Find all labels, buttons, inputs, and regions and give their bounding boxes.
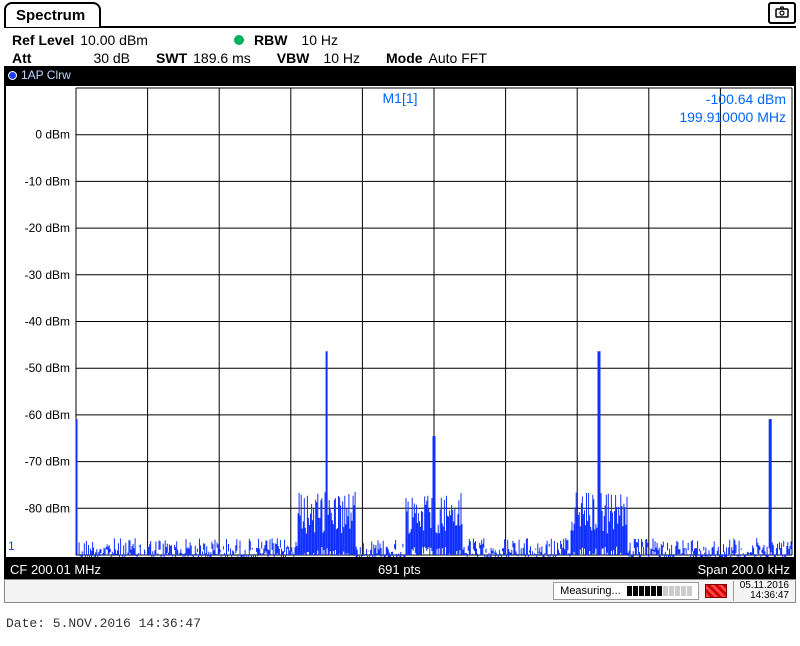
ref-level-value: 10.00 dBm — [80, 31, 148, 49]
points: 691 pts — [378, 562, 421, 577]
svg-text:-80 dBm: -80 dBm — [25, 501, 70, 515]
tab-label: Spectrum — [16, 7, 85, 24]
swt-value: 189.6 ms — [193, 49, 251, 67]
trace-color-icon — [8, 71, 17, 80]
trace-label: 1AP Clrw — [21, 68, 71, 82]
swt-label: SWT — [156, 49, 187, 67]
screenshot-icon[interactable] — [768, 2, 796, 24]
mode-value: Auto FFT — [429, 49, 487, 67]
att-label: Att — [12, 49, 31, 67]
spectrum-svg: 0 dBm -10 dBm -20 dBm -30 dBm -40 dBm -50 dBm… — [6, 86, 794, 557]
settings-bar: Ref Level 10.00 dBm RBW 10 Hz Att 30 dB … — [4, 26, 796, 71]
rbw-value: 10 Hz — [301, 31, 338, 49]
mode-label: Mode — [386, 49, 423, 67]
marker-value: -100.64 dBm — [679, 90, 786, 108]
rbw-indicator-icon — [234, 35, 244, 45]
footer-date: Date: 5.NOV.2016 14:36:47 — [6, 616, 201, 631]
svg-text:-70 dBm: -70 dBm — [25, 455, 70, 469]
timestamp: 05.11.2016 14:36:47 — [733, 581, 789, 601]
progress-bar — [627, 586, 692, 596]
marker-freq: 199.910000 MHz — [679, 108, 786, 126]
measuring-label: Measuring... — [560, 585, 621, 597]
vbw-value: 10 Hz — [323, 49, 360, 67]
ref-level-label: Ref Level — [12, 31, 74, 49]
measuring-status: Measuring... — [553, 582, 699, 600]
record-icon[interactable] — [705, 584, 727, 598]
tab-spectrum[interactable]: Spectrum — [4, 2, 101, 27]
rbw-label: RBW — [254, 31, 287, 49]
status-time: 14:36:47 — [740, 591, 789, 601]
spectrum-plot[interactable]: 0 dBm -10 dBm -20 dBm -30 dBm -40 dBm -50 dBm… — [4, 84, 796, 559]
center-freq: CF 200.01 MHz — [10, 562, 101, 577]
svg-text:-60 dBm: -60 dBm — [25, 408, 70, 422]
span: Span 200.0 kHz — [697, 562, 790, 577]
svg-text:-40 dBm: -40 dBm — [25, 315, 70, 329]
trace-index-label: 1 — [8, 539, 15, 553]
svg-text:-50 dBm: -50 dBm — [25, 361, 70, 375]
status-bar: Measuring... 05.11.2016 14:36:47 — [4, 579, 796, 603]
marker-name: M1[1] — [382, 90, 417, 106]
svg-text:-10 dBm: -10 dBm — [25, 174, 70, 188]
att-value: 30 dB — [93, 49, 130, 67]
marker-readout: -100.64 dBm 199.910000 MHz — [679, 90, 786, 126]
svg-text:0 dBm: 0 dBm — [35, 128, 70, 142]
trace-bar: 1AP Clrw — [4, 66, 796, 84]
svg-text:-20 dBm: -20 dBm — [25, 221, 70, 235]
svg-text:-30 dBm: -30 dBm — [25, 268, 70, 282]
plot-footer-bar: CF 200.01 MHz 691 pts Span 200.0 kHz — [4, 559, 796, 579]
vbw-label: VBW — [277, 49, 310, 67]
